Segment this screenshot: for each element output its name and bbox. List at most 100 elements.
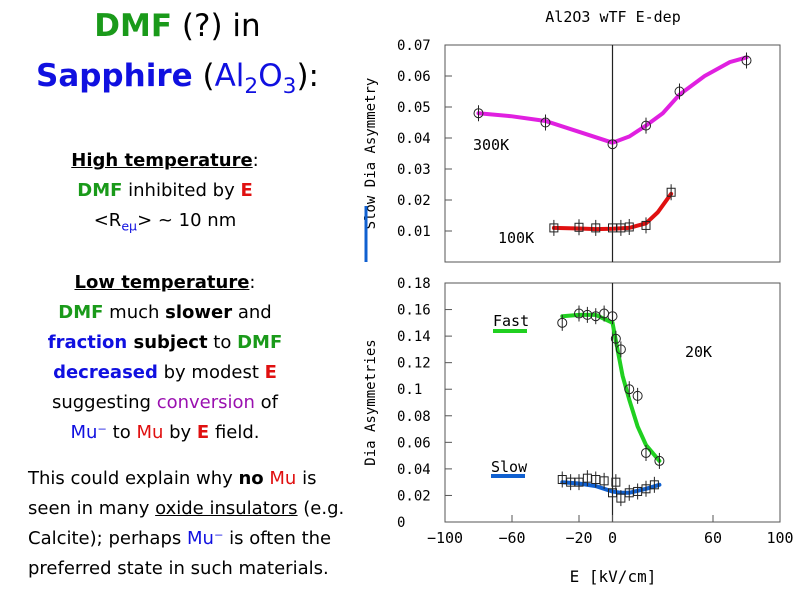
panel2-ytick-label-1: 0.16 xyxy=(397,303,431,319)
panel2-fit-slow xyxy=(560,480,662,495)
panel2-ytick-label-3: 0.12 xyxy=(397,356,431,372)
xtick-label-1: −60 xyxy=(498,529,525,547)
panel1-100k-point-0 xyxy=(549,223,559,233)
low-temperature-paragraph: Low temperature: DMF much slower and fra… xyxy=(0,268,330,448)
panel2-ytick-label-2: 0.14 xyxy=(397,329,431,345)
low-temp-line3: fraction subject to DMF xyxy=(0,328,330,358)
xtick-label-0: −100 xyxy=(427,529,463,547)
low-to: to xyxy=(207,332,238,353)
explain-d: is often the preferred state in such mat… xyxy=(28,528,332,579)
low-decreased: decreased xyxy=(53,362,158,383)
low-temp-colon: : xyxy=(249,272,256,293)
panel2-fast-point-6 xyxy=(610,333,621,344)
high-dmf: DMF xyxy=(77,180,123,201)
low-mu-minus: Mu⁻ xyxy=(70,422,107,443)
high-re-open: <R xyxy=(93,210,122,231)
panel2-ytick-label-0: 0.18 xyxy=(397,276,431,292)
xtick-label-2: −20 xyxy=(565,529,592,547)
low-and: and xyxy=(232,302,272,323)
high-e: E xyxy=(240,180,253,201)
explain-mu: Mu xyxy=(269,468,297,489)
panel2-ytick-label-6: 0.06 xyxy=(397,435,431,451)
low-temp-line2: DMF much slower and xyxy=(0,298,330,328)
low-temp-line6: Mu⁻ to Mu by E field. xyxy=(0,418,330,448)
panel1-ytick-label-3: 0.04 xyxy=(397,131,431,147)
slide-text-panel: DMF (?) in Sapphire (Al2O3): High temper… xyxy=(0,0,355,600)
panel2-ytick-label-4: 0.1 xyxy=(397,382,422,398)
high-temp-colon: : xyxy=(252,150,259,171)
panel1-ytick-label-5: 0.02 xyxy=(397,193,431,209)
panel2-slow-point-6 xyxy=(608,488,617,498)
panel1-300k-point-5 xyxy=(741,55,752,66)
explain-oxide: oxide insulators xyxy=(155,498,298,519)
panel2-fast-point-10 xyxy=(641,447,651,458)
low-temp-line4: decreased by modest E xyxy=(0,358,330,388)
panel2-ytick-label-7: 0.04 xyxy=(397,462,431,478)
panel1-100k-point-1 xyxy=(574,222,584,232)
chart-title: Al2O3 wTF E-dep xyxy=(545,8,680,26)
title-o-sub: 3 xyxy=(282,74,297,100)
explain-mu-minus: Mu⁻ xyxy=(187,528,224,549)
panel2-fast-point-11 xyxy=(654,455,665,466)
slide-title-line1: DMF (?) in xyxy=(0,8,355,44)
panel2-slow-point-7 xyxy=(611,477,621,487)
explanation-paragraph: This could explain why no Mu is seen in … xyxy=(28,464,358,584)
low-much: much xyxy=(103,302,166,323)
high-temp-line3: <Reμ> ~ 10 nm xyxy=(0,206,330,242)
low-by: by xyxy=(163,422,197,443)
low-mu: Mu xyxy=(136,422,164,443)
title-question: (?) in xyxy=(172,8,261,44)
low-to-mu: to xyxy=(106,422,137,443)
high-temperature-paragraph: High temperature: DMF inhibited by E <Re… xyxy=(0,146,330,242)
explain-no: no xyxy=(238,468,264,489)
panel1-300k-point-3 xyxy=(641,120,651,131)
low-of: of xyxy=(254,392,279,413)
panel1-ytick-label-0: 0.07 xyxy=(397,38,431,54)
low-dmf2: DMF xyxy=(237,332,283,353)
slide-title-line2: Sapphire (Al2O3): xyxy=(0,58,355,99)
low-e1: E xyxy=(264,362,277,383)
title-open-paren: ( xyxy=(192,58,215,94)
low-suggesting: suggesting xyxy=(51,392,157,413)
high-temp-heading: High temperature: xyxy=(0,146,330,176)
low-dmf1: DMF xyxy=(58,302,104,323)
low-subject: subject xyxy=(127,332,208,353)
high-temp-line2: DMF inhibited by E xyxy=(0,176,330,206)
title-dmf: DMF xyxy=(94,8,173,44)
label-300k: 300K xyxy=(473,136,509,154)
xtick-label-4: 60 xyxy=(704,529,722,547)
panel1-fit-300k xyxy=(476,55,749,145)
panel1-100k-point-5 xyxy=(624,222,634,232)
xlabel: E [kV/cm] xyxy=(570,567,657,586)
low-by-modest: by modest xyxy=(157,362,265,383)
high-re-close: > ~ 10 nm xyxy=(137,210,237,231)
label-fast: Fast xyxy=(493,312,529,330)
panel2-ytick-label-5: 0.08 xyxy=(397,409,431,425)
explain-b: is seen in many xyxy=(28,468,317,519)
panel2-slow-point-8 xyxy=(616,493,626,503)
panel1-100k-point-6 xyxy=(641,220,651,230)
title-al-sub: 2 xyxy=(244,74,259,100)
label-20k: 20K xyxy=(685,343,712,361)
panel2-fast-point-8 xyxy=(624,384,635,395)
low-temp-heading: Low temperature: xyxy=(0,268,330,298)
high-temp-title: High temperature xyxy=(71,150,253,171)
xtick-label-3: 0 xyxy=(608,529,617,547)
panel1-ytick-label-6: 0.01 xyxy=(397,224,431,240)
panel2-slow-point-12 xyxy=(649,480,659,490)
title-o: O xyxy=(258,58,283,94)
label-slow: Slow xyxy=(491,458,528,476)
panel2-slow-point-5 xyxy=(599,476,609,486)
panel2-fast-point-0 xyxy=(557,317,568,328)
low-field: field. xyxy=(209,422,260,443)
panel2-ytick-label-8: 0.02 xyxy=(397,488,431,504)
title-al: Al xyxy=(214,58,245,94)
explain-a: This could explain why xyxy=(28,468,239,489)
panel1-ytick-label-4: 0.03 xyxy=(397,162,431,178)
xtick-label-5: 100 xyxy=(766,529,793,547)
low-e2: E xyxy=(196,422,210,443)
panel1-300k-point-2 xyxy=(607,139,618,150)
panel2-ylabel: Dia Asymmetries xyxy=(363,339,379,465)
high-inhibited: inhibited by xyxy=(122,180,241,201)
panel1-ytick-label-2: 0.05 xyxy=(397,100,431,116)
